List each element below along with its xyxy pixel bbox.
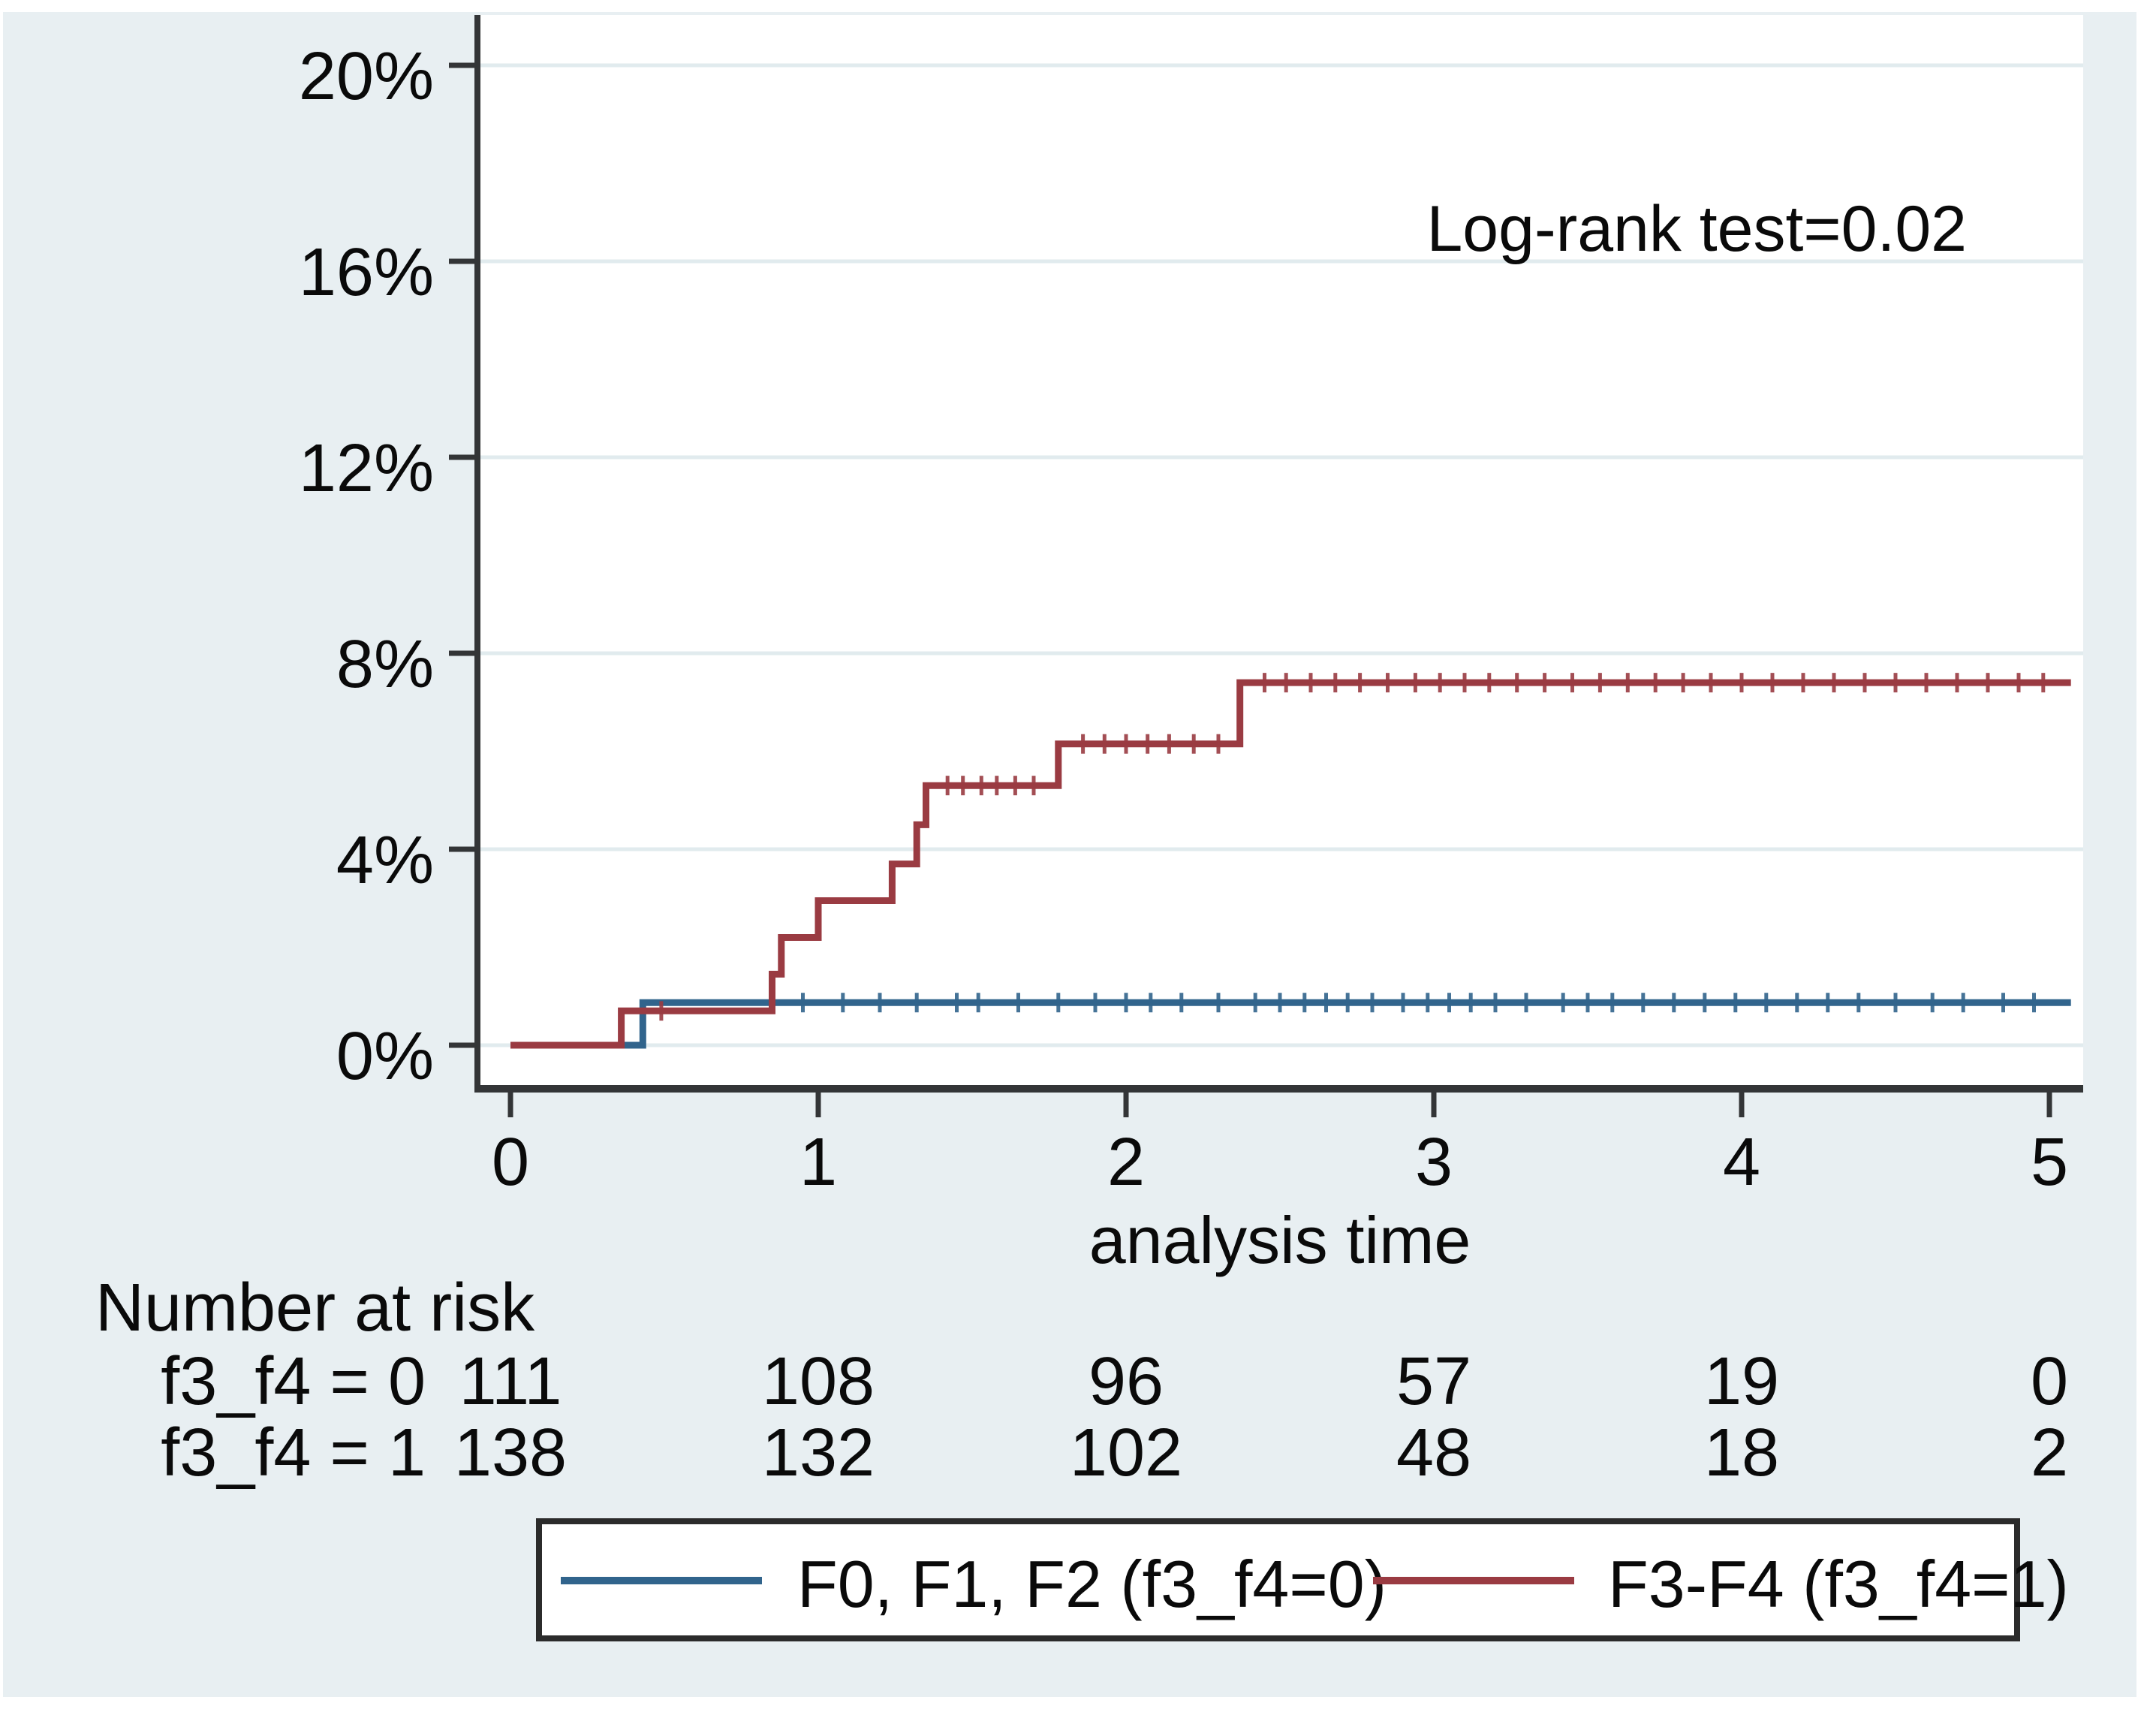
risk-count: 102 (1069, 1415, 1183, 1490)
y-tick-label: 4% (336, 823, 434, 898)
y-tick-label: 12% (299, 431, 434, 506)
risk-count: 0 (2030, 1344, 2069, 1419)
risk-row-label: f3_f4 = 0 (161, 1344, 426, 1419)
risk-count: 111 (459, 1344, 562, 1419)
risk-row-label: f3_f4 = 1 (161, 1415, 426, 1490)
x-tick-label: 1 (799, 1125, 837, 1200)
risk-count: 96 (1088, 1344, 1164, 1419)
legend-label-group1: F3-F4 (f3_f4=1) (1608, 1547, 2069, 1621)
legend-label-group0: F0, F1, F2 (f3_f4=0) (797, 1547, 1387, 1621)
x-tick-label: 2 (1107, 1125, 1145, 1200)
y-tick-label: 20% (299, 39, 434, 114)
x-tick-label: 4 (1723, 1125, 1760, 1200)
risk-count: 2 (2030, 1415, 2069, 1490)
risk-count: 48 (1396, 1415, 1472, 1490)
risk-count: 132 (761, 1415, 875, 1490)
legend-line-sample-group1 (1373, 1577, 1574, 1584)
x-tick-label: 3 (1415, 1125, 1453, 1200)
risk-count: 57 (1396, 1344, 1472, 1419)
risk-count: 108 (761, 1344, 875, 1419)
survival-curve-group1 (510, 679, 2071, 1049)
y-tick-label: 16% (299, 235, 434, 310)
x-axis-title: analysis time (1089, 1203, 1471, 1277)
x-tick-label: 0 (492, 1125, 529, 1200)
risk-count: 19 (1703, 1344, 1780, 1419)
legend-line-sample-group0 (561, 1577, 762, 1584)
risk-table-title: Number at risk (95, 1270, 535, 1346)
risk-count: 138 (453, 1415, 568, 1490)
legend-box (536, 1518, 2020, 1641)
y-tick-label: 0% (336, 1019, 434, 1094)
log-rank-annotation: Log-rank test=0.02 (1426, 193, 1967, 265)
y-tick-label: 8% (336, 627, 434, 702)
x-tick-label: 5 (2031, 1125, 2068, 1200)
risk-count: 18 (1703, 1415, 1780, 1490)
plot-area (477, 15, 2083, 1089)
